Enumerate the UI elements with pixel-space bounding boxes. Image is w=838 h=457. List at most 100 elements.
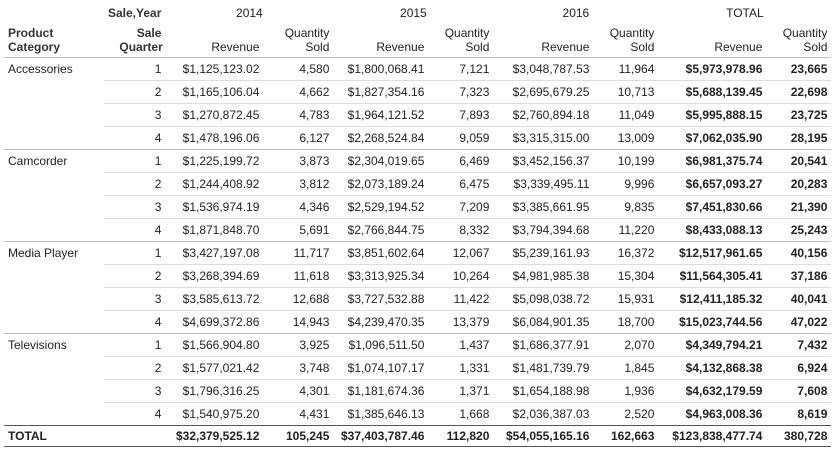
measure-header: Revenue (658, 22, 766, 58)
value-cell: 20,541 (766, 149, 832, 173)
value-cell: 15,931 (593, 287, 659, 311)
quarter-cell: 1 (104, 241, 166, 265)
value-cell: $2,695,679.25 (493, 80, 594, 104)
value-cell: $6,981,375.74 (658, 149, 767, 173)
value-cell: $5,688,139.45 (658, 80, 767, 104)
year-header: 2014 (236, 6, 263, 20)
value-cell: 23,665 (766, 57, 832, 81)
value-cell: $1,654,188.98 (493, 379, 594, 403)
data-row: 2 $1,165,106.04 4,662 $1,827,354.16 7,323 $2,… (4, 80, 832, 104)
total-cell: $32,379,525.12 (165, 425, 264, 447)
value-cell: $3,339,495.11 (493, 172, 594, 196)
header-row: Sale,Year 2014 2015 2016 TOTAL (4, 6, 831, 22)
value-cell: 11,220 (593, 218, 659, 242)
value-cell: $5,098,038.72 (493, 287, 594, 311)
value-cell: 4,783 (263, 103, 334, 127)
table-body: Accessories 1 $1,125,123.02 4,580 $1,800,068… (4, 57, 832, 447)
value-cell: 7,432 (766, 333, 832, 357)
value-cell: 47,022 (766, 310, 832, 334)
data-row: Camcorder 1 $1,225,199.72 3,873 $2,304,019.6… (4, 149, 832, 242)
value-cell: 40,156 (766, 241, 832, 265)
value-cell: $1,964,121.52 (333, 103, 429, 127)
value-cell: 4,431 (263, 402, 334, 426)
value-cell: $5,239,161.93 (493, 241, 594, 265)
value-cell: $8,433,088.13 (658, 218, 767, 242)
header-cell: Product Category (4, 22, 104, 58)
value-cell: 4,580 (263, 57, 334, 81)
value-cell: $2,529,194.52 (333, 195, 429, 219)
total-cell: 105,245 (263, 425, 334, 447)
value-cell: 3,812 (263, 172, 334, 196)
value-cell: $2,760,894.18 (493, 103, 594, 127)
value-cell: 22,698 (766, 80, 832, 104)
value-cell: 14,943 (263, 310, 334, 334)
value-cell: 6,475 (428, 172, 494, 196)
value-cell: $3,427,197.08 (165, 241, 264, 265)
table-header: Sale,Year 2014 2015 2016 TOTAL Product Cate… (4, 6, 831, 58)
header-row: Product Category Sale Quarter Revenue Qua… (4, 22, 831, 58)
value-cell: $1,796,316.25 (165, 379, 264, 403)
measure-label: Revenue (376, 40, 425, 54)
header-cell: Sale Quarter (104, 22, 165, 58)
value-cell: 25,243 (766, 218, 832, 242)
total-cell: 162,663 (593, 425, 659, 447)
total-label: TOTAL (4, 425, 166, 447)
value-cell: 7,893 (428, 103, 494, 127)
value-cell: $3,048,787.53 (493, 57, 594, 81)
value-cell: $3,385,661.95 (493, 195, 594, 219)
value-cell: 10,264 (428, 264, 494, 288)
data-row: 2 $3,268,394.69 11,618 $3,313,925.34 10,264 $… (4, 264, 832, 288)
value-cell: 6,127 (263, 126, 334, 150)
value-cell: $6,657,093.27 (658, 172, 767, 196)
value-cell: $1,074,107.17 (333, 356, 429, 380)
year-header: 2016 (562, 6, 590, 20)
value-cell: $2,304,019.65 (333, 149, 429, 173)
value-cell: $12,411,185.32 (658, 287, 767, 311)
value-cell: 13,009 (593, 126, 659, 150)
value-cell: $4,632,179.59 (658, 379, 767, 403)
value-cell: 10,199 (593, 149, 659, 173)
data-row: Televisions 1 $1,566,904.80 3,925 $1,096,511… (4, 333, 832, 426)
quarter-cell: 2 (104, 80, 166, 104)
quarter-cell: 1 (104, 333, 166, 357)
value-cell: $1,125,123.02 (165, 57, 264, 81)
quarter-cell: 4 (104, 218, 166, 242)
value-cell: 11,717 (263, 241, 334, 265)
data-row: Media Player 1 $3,427,197.08 11,717 $3,851,6… (4, 241, 832, 334)
total-row: TOTAL $32,379,525.12 105,245 $37,403,787.46… (4, 425, 832, 447)
year-header: TOTAL (726, 6, 764, 20)
value-cell: 7,121 (428, 57, 494, 81)
total-cell: $123,838,477.74 (658, 425, 767, 447)
category-label: Product Category (8, 26, 61, 54)
value-cell: $4,239,470.35 (333, 310, 429, 334)
measure-header: Quantity Sold (593, 22, 658, 58)
measure-label: Revenue (714, 40, 763, 54)
data-row: 2 $1,244,408.92 3,812 $2,073,189.24 6,475 $3,… (4, 172, 832, 196)
value-cell: $1,871,848.70 (165, 218, 264, 242)
data-row: 4 $1,871,848.70 5,691 $2,766,844.75 8,332 $3,… (4, 218, 832, 242)
value-cell: $1,540,975.20 (165, 402, 264, 426)
value-cell: $4,349,794.21 (658, 333, 767, 357)
value-cell: 16,372 (593, 241, 659, 265)
year-label: Sale,Year (108, 6, 162, 20)
value-cell: 20,283 (766, 172, 832, 196)
value-cell: 3,748 (263, 356, 334, 380)
total-cell: $37,403,787.46 (333, 425, 429, 447)
measure-label: Revenue (211, 40, 260, 54)
data-row: 2 $1,577,021.42 3,748 $1,074,107.17 1,331 $1,… (4, 356, 832, 380)
value-cell: $1,566,904.80 (165, 333, 264, 357)
value-cell: 5,691 (263, 218, 334, 242)
value-cell: 12,067 (428, 241, 494, 265)
quarter-cell: 3 (104, 195, 166, 219)
value-cell: $1,577,021.42 (165, 356, 264, 380)
value-cell: $1,096,511.50 (333, 333, 429, 357)
quarter-cell: 4 (104, 402, 166, 426)
measure-header: Quantity Sold (428, 22, 493, 58)
value-cell: $1,478,196.06 (165, 126, 264, 150)
quarter-cell: 2 (104, 264, 166, 288)
value-cell: 11,964 (593, 57, 659, 81)
measure-header: Revenue (333, 22, 428, 58)
measure-label: Quantity Sold (444, 26, 490, 54)
value-cell: $3,315,315.00 (493, 126, 594, 150)
value-cell: $5,995,888.15 (658, 103, 767, 127)
